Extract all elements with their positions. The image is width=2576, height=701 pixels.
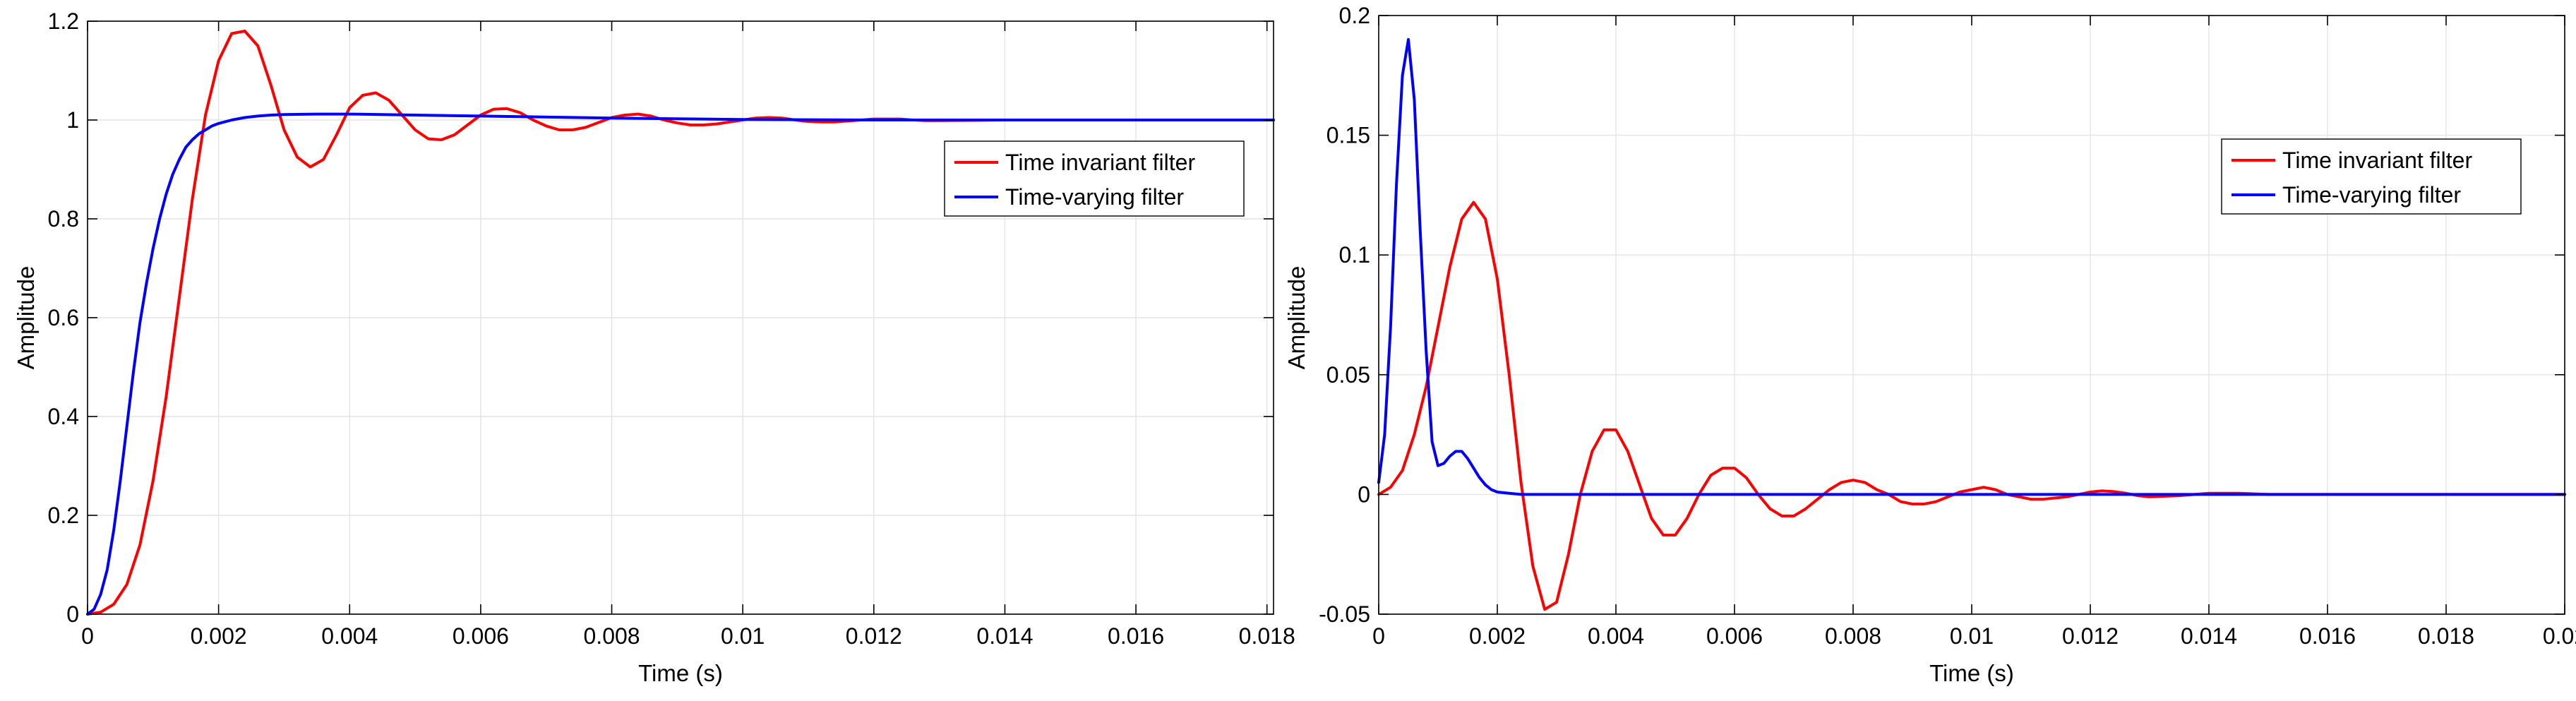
y-tick-label: 0.1: [1339, 242, 1370, 268]
legend-box: [944, 140, 1245, 217]
x-tick-label: 0.014: [2181, 623, 2237, 649]
y-tick-label: -0.05: [1319, 601, 1370, 627]
x-tick-label: 0.004: [1588, 623, 1644, 649]
data-traces: [1377, 37, 2566, 611]
x-tick-label: 0.01: [1950, 623, 1994, 649]
x-tick-label: 0.018: [2418, 623, 2474, 649]
series-line-time-invariant-filter: [1377, 200, 2566, 611]
x-tick-label: 0.016: [2299, 623, 2356, 649]
x-tick-label: 0.006: [1706, 623, 1763, 649]
tick-marks: [1378, 15, 2565, 615]
x-tick-label: 0.016: [1108, 623, 1164, 649]
x-tick-labels: 0 0.002 0.004 0.006 0.008 0.01 0.012 0.014 0.016…: [1372, 623, 2576, 649]
legend-box: [2221, 138, 2522, 215]
x-tick-label: 0.006: [453, 623, 509, 649]
left-step-response-chart: 0 0.002 0.004 0.006 0.008 0.01 0.012 0.014 0.016…: [13, 8, 1295, 686]
y-tick-label: 0.4: [48, 404, 79, 429]
y-tick-label: 0.05: [1326, 362, 1370, 388]
series-line-time-varying-filter: [1377, 37, 2566, 496]
x-tick-label: 0.012: [2062, 623, 2119, 649]
x-axis-label: Time (s): [638, 660, 723, 686]
y-tick-labels: 0 0.2 0.4 0.6 0.8 1 1.2: [48, 8, 79, 627]
x-tick-label: 0.01: [721, 623, 765, 649]
y-tick-label: 0.8: [48, 206, 79, 232]
x-tick-label: 0.012: [846, 623, 902, 649]
y-tick-label: 0.6: [48, 305, 79, 330]
right-error-response-chart: 0 0.002 0.004 0.006 0.008 0.01 0.012 0.014 0.016…: [1283, 3, 2576, 686]
y-tick-label: 0.2: [1339, 3, 1370, 28]
x-tick-label: 0.002: [191, 623, 247, 649]
x-tick-label: 0.002: [1469, 623, 1526, 649]
y-tick-label: 0: [1358, 481, 1370, 507]
x-tick-label: 0.02: [2543, 623, 2576, 649]
legend-label-time-invariant: Time invariant filter: [1005, 150, 1195, 175]
data-traces: [86, 30, 1275, 616]
x-tick-label: 0.018: [1239, 623, 1295, 649]
x-tick-label: 0.008: [1825, 623, 1881, 649]
x-tick-label: 0: [1372, 623, 1385, 649]
legend-label-time-varying: Time-varying filter: [2282, 182, 2461, 208]
x-tick-labels: 0 0.002 0.004 0.006 0.008 0.01 0.012 0.014 0.016…: [81, 623, 1295, 649]
x-axis-label: Time (s): [1929, 660, 2014, 686]
y-axis-label: Amplitude: [1283, 266, 1310, 370]
y-tick-label: 1.2: [48, 8, 79, 34]
legend: Time invariant filter Time-varying filte…: [2221, 138, 2522, 215]
legend-label-time-varying: Time-varying filter: [1005, 184, 1184, 210]
y-tick-labels: -0.05 0 0.05 0.1 0.15 0.2: [1319, 3, 1370, 627]
y-axis-label: Amplitude: [13, 266, 39, 370]
y-tick-label: 1: [66, 107, 79, 133]
x-tick-label: 0.008: [584, 623, 640, 649]
legend-label-time-invariant: Time invariant filter: [2282, 148, 2472, 173]
series-line-time-varying-filter: [86, 112, 1275, 616]
x-tick-label: 0.004: [321, 623, 378, 649]
tick-marks: [87, 20, 1274, 615]
y-tick-label: 0.15: [1326, 123, 1370, 148]
legend: Time invariant filter Time-varying filte…: [944, 140, 1245, 217]
y-tick-label: 0.2: [48, 503, 79, 528]
y-tick-label: 0: [66, 601, 79, 627]
x-tick-label: 0: [81, 623, 94, 649]
x-tick-label: 0.014: [976, 623, 1033, 649]
